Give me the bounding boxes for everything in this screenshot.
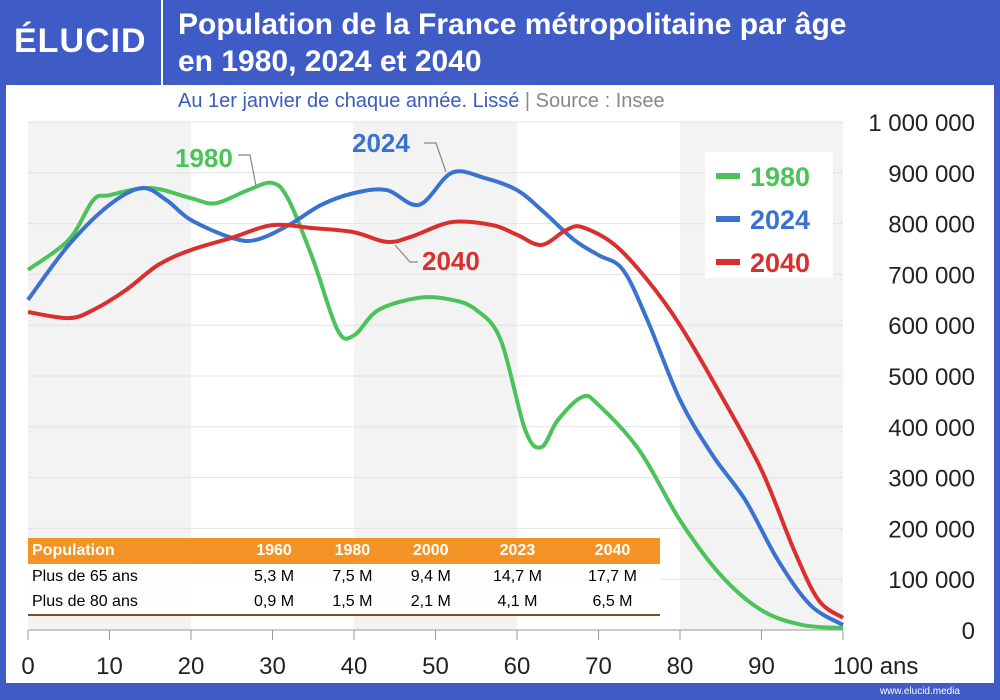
annotation-label-1980: 1980 [175,143,233,173]
table-cell: 2,1 M [391,589,470,616]
table-cell: 9,4 M [391,564,470,589]
table-cell: 14,7 M [469,564,565,589]
y-tick-label: 900 000 [888,161,975,188]
annotation-leader [394,244,418,263]
x-tick-label: 10 [96,653,123,680]
population-table: Population 1960 1980 2000 2023 2040 Plus… [28,538,660,616]
table-cell: 0,9 M [234,589,314,616]
legend-label: 2024 [750,205,810,235]
x-tick-label: 90 [748,653,775,680]
table-row: Plus de 65 ans 5,3 M 7,5 M 9,4 M 14,7 M 17,7 … [28,564,660,589]
x-tick-label: 0 [21,653,34,680]
x-tick-label: 20 [178,653,205,680]
x-tick-label: 100 ans [833,653,918,680]
y-tick-label: 100 000 [888,567,975,594]
table-header-row: Population 1960 1980 2000 2023 2040 [28,538,660,564]
table-cell: Plus de 80 ans [28,589,235,616]
annotation-label-2040: 2040 [422,246,480,276]
chart-title: Population de la France métropolitaine p… [178,6,846,80]
subtitle-text: Au 1er janvier de chaque année. Lissé [178,90,520,112]
table-header: 2023 [469,538,565,564]
series-line-1980 [26,180,844,630]
table-cell: Plus de 65 ans [28,564,235,589]
table-cell: 5,3 M [234,564,314,589]
annotation-leader [238,154,257,187]
brand-logo: ÉLUCID [14,22,147,60]
x-tick-label: 30 [259,653,286,680]
table-header: 1980 [313,538,392,564]
title-line-2: en 1980, 2024 et 2040 [178,45,482,78]
y-tick-label: 400 000 [888,415,975,442]
x-tick-label: 40 [341,653,368,680]
y-tick-label: 800 000 [888,212,975,239]
x-tick-label: 60 [504,653,531,680]
x-tick-label: 70 [585,653,612,680]
source-text: | Source : Insee [524,90,665,112]
legend: 1980 2024 2040 [705,152,833,278]
table-header: 2000 [391,538,470,564]
chart-subtitle: Au 1er janvier de chaque année. Lissé | … [178,90,665,113]
y-tick-label: 200 000 [888,516,975,543]
table-cell: 17,7 M [564,564,660,589]
y-tick-label: 500 000 [888,364,975,391]
annotation-leader [424,142,447,173]
table-cell: 1,5 M [313,589,392,616]
table-header: 1960 [234,538,314,564]
y-tick-label: 700 000 [888,262,975,289]
legend-label: 1980 [750,162,810,192]
series-line-2024 [26,169,845,627]
x-tick-label: 50 [422,653,449,680]
header-divider [161,0,163,85]
footer-url: www.elucid.media [879,686,960,697]
table-header: Population [28,538,235,564]
y-tick-label: 300 000 [888,466,975,493]
legend-label: 2040 [750,248,810,278]
y-tick-label: 600 000 [888,313,975,340]
series-line-2040 [27,219,845,620]
table-header: 2040 [564,538,660,564]
table-cell: 7,5 M [313,564,392,589]
y-tick-label: 0 [962,618,975,645]
title-line-1: Population de la France métropolitaine p… [178,8,847,41]
table-cell: 6,5 M [564,589,660,616]
y-tick-label: 1 000 000 [868,110,975,137]
table-row: Plus de 80 ans 0,9 M 1,5 M 2,1 M 4,1 M 6,5 M [28,589,660,616]
x-tick-label: 80 [667,653,694,680]
annotation-label-2024: 2024 [352,128,410,158]
table-cell: 4,1 M [469,589,565,616]
